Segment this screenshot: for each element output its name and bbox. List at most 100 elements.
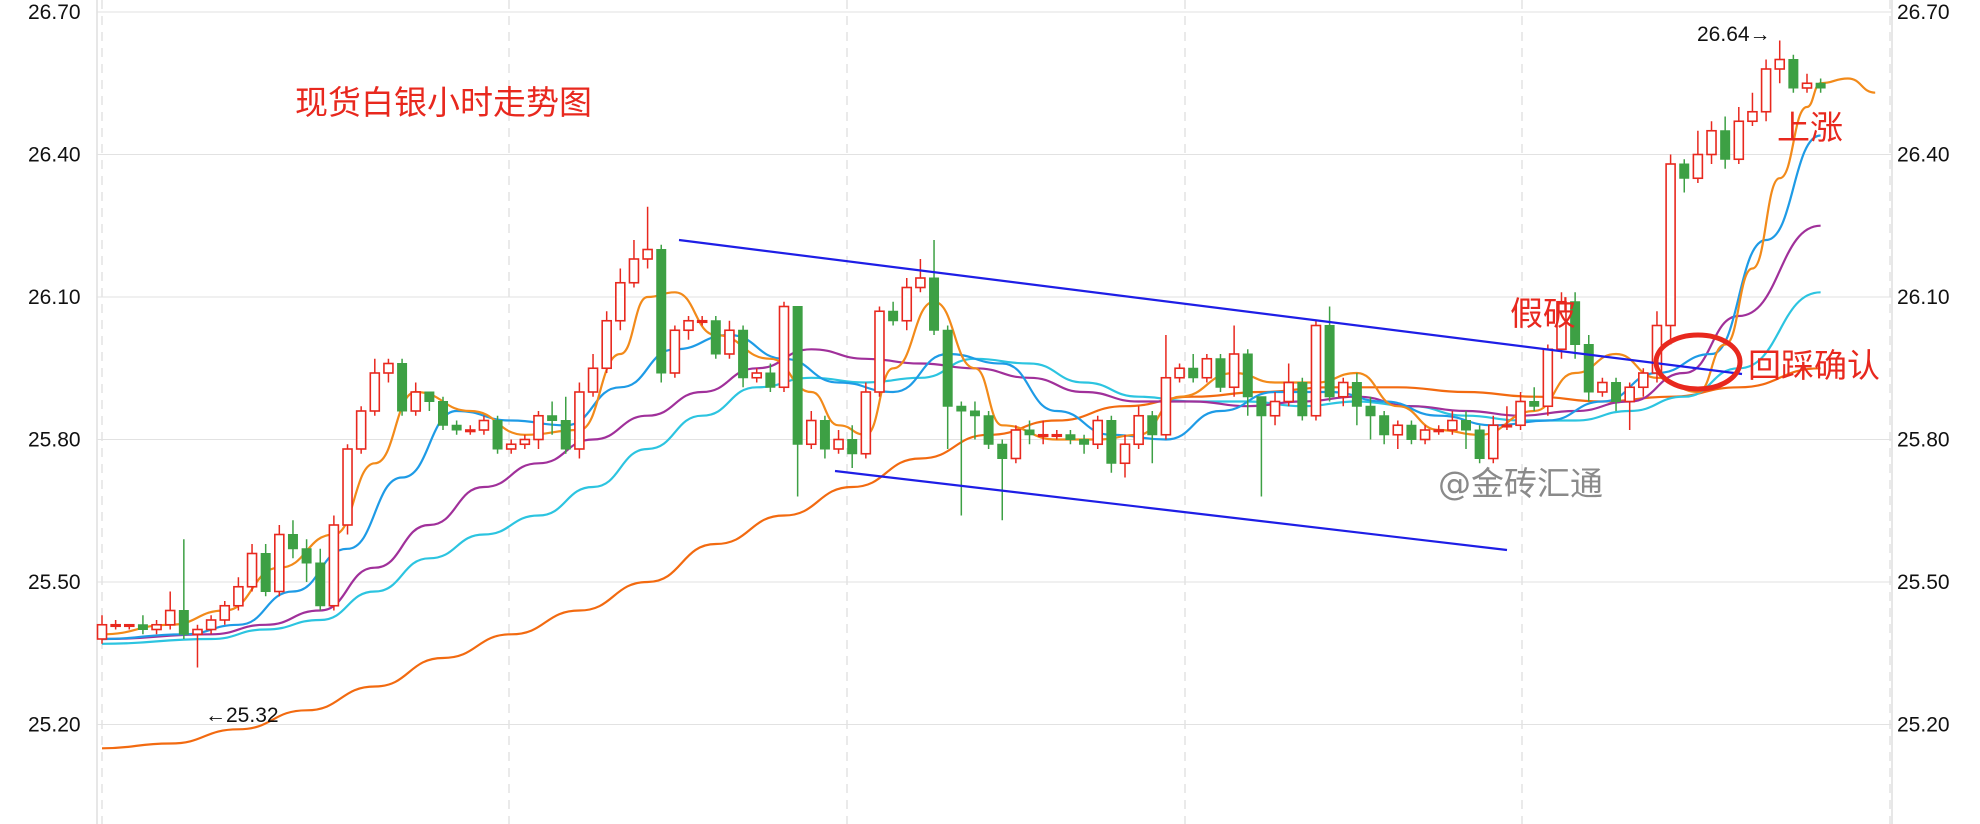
candle	[956, 401, 967, 516]
candle-body	[956, 405, 967, 412]
candle-body	[942, 329, 953, 407]
candle	[642, 206, 653, 269]
fake-break-label: 假破	[1510, 294, 1576, 333]
candle	[1065, 430, 1076, 445]
candle	[1147, 411, 1158, 464]
candle-body	[246, 552, 258, 588]
candle	[710, 316, 721, 359]
candle	[137, 615, 148, 635]
candle-body	[464, 429, 476, 433]
candle-body	[1174, 367, 1185, 379]
candle-body	[574, 391, 585, 450]
y-tick-right-2: 26.10	[1897, 286, 1950, 309]
y-tick-left-2: 26.10	[28, 286, 81, 309]
y-tick-left-5: 25.20	[28, 714, 81, 737]
candle	[1228, 325, 1240, 397]
candle	[1679, 159, 1690, 193]
candle	[424, 391, 435, 411]
candle	[847, 425, 858, 468]
candle-body	[1133, 414, 1144, 446]
candle-body	[1228, 353, 1240, 389]
candle	[929, 240, 940, 335]
channel-lines	[678, 238, 1743, 552]
candle	[683, 316, 694, 340]
candle-body	[696, 319, 708, 324]
candle-body	[560, 420, 571, 450]
candle	[805, 411, 817, 449]
candle-body	[369, 372, 381, 412]
candle	[1706, 121, 1717, 164]
candle	[1024, 420, 1035, 445]
candle	[1665, 154, 1676, 345]
candle	[178, 539, 189, 639]
ma60-line	[101, 367, 1821, 750]
candle	[519, 434, 531, 449]
candle	[1051, 430, 1063, 440]
candle-body	[1119, 443, 1131, 465]
candle	[696, 316, 708, 326]
candle-body	[1379, 415, 1390, 436]
candle-body	[397, 363, 408, 412]
candle	[205, 615, 217, 635]
candle	[1720, 116, 1731, 169]
candle	[383, 358, 394, 383]
candle	[96, 615, 108, 644]
candle-body	[1774, 58, 1786, 70]
y-tick-right-5: 25.20	[1897, 714, 1950, 737]
candle	[1733, 107, 1745, 164]
candle-body	[410, 391, 422, 412]
candle-body	[1188, 367, 1199, 379]
candle-body	[1679, 163, 1690, 179]
candle	[1542, 344, 1554, 416]
candle	[1433, 425, 1445, 435]
candle	[1242, 349, 1253, 416]
low-label: ←25.32	[205, 704, 279, 727]
candle-body	[642, 248, 653, 260]
candle	[1570, 292, 1581, 359]
candle	[669, 325, 681, 378]
candle	[533, 411, 544, 449]
candle	[274, 525, 285, 597]
candle	[1215, 354, 1226, 392]
candle-body	[1624, 386, 1635, 403]
candle-body	[1487, 424, 1499, 460]
candle	[1188, 354, 1199, 383]
candle	[260, 544, 271, 597]
candle	[601, 311, 612, 373]
candle	[1774, 40, 1786, 84]
candle	[1815, 78, 1826, 93]
candle-body	[1283, 381, 1294, 403]
watermark: @金砖汇通	[1438, 464, 1603, 503]
candle-body	[1760, 68, 1772, 113]
candle-body	[1351, 382, 1362, 407]
candle-body	[1747, 110, 1758, 123]
y-tick-right-4: 25.50	[1897, 571, 1950, 594]
candle-body	[724, 329, 735, 355]
candle-body	[1051, 433, 1063, 438]
candle	[110, 620, 121, 630]
candle-body	[1815, 82, 1826, 89]
ma10-line	[101, 134, 1821, 641]
candle	[505, 439, 517, 454]
candle	[1297, 377, 1308, 421]
candle	[1160, 335, 1172, 440]
candle-body	[1201, 357, 1213, 379]
candle	[547, 401, 558, 435]
candle-body	[205, 619, 217, 631]
candle	[1760, 59, 1772, 122]
candle	[1747, 92, 1758, 126]
candle	[1501, 406, 1513, 430]
candle-body	[983, 415, 994, 445]
candle	[1337, 377, 1349, 407]
channel-upper-line	[678, 238, 1743, 376]
candle	[219, 601, 231, 625]
candle	[765, 363, 776, 392]
candle	[1392, 420, 1404, 449]
candle	[397, 358, 408, 416]
y-tick-left-1: 26.40	[28, 144, 81, 167]
candle-body	[110, 623, 121, 628]
candle-body	[833, 438, 844, 450]
candle-body	[997, 443, 1008, 459]
candle	[1692, 130, 1704, 183]
y-tick-left-0: 26.70	[28, 1, 81, 24]
